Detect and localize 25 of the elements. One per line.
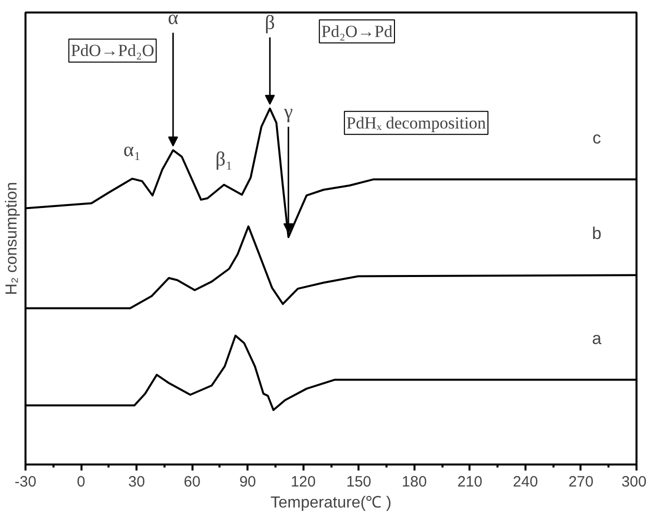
annotation: β bbox=[264, 12, 275, 34]
text: Pd₂O→Pd bbox=[321, 22, 393, 41]
x-tick-label: 240 bbox=[512, 474, 538, 490]
series-label: b bbox=[592, 224, 602, 244]
x-tick-label: 90 bbox=[239, 474, 256, 490]
series-label: a bbox=[592, 328, 602, 348]
y-axis-title: H₂ consumption bbox=[4, 182, 20, 295]
x-tick-label: 120 bbox=[290, 474, 316, 490]
annotation: α₁ bbox=[123, 138, 141, 161]
annotation: PdHₓ decomposition bbox=[346, 113, 486, 132]
x-tick-label: 180 bbox=[402, 474, 427, 490]
x-tick-label: 300 bbox=[621, 474, 646, 490]
x-tick-label: 60 bbox=[184, 474, 200, 490]
x-tick-label: 0 bbox=[76, 474, 86, 490]
annotation: γ bbox=[282, 101, 293, 124]
x-tick-label: 270 bbox=[568, 474, 594, 490]
text: PdO→Pd₂O bbox=[70, 41, 154, 60]
series-label: c bbox=[592, 128, 602, 148]
annotation: α bbox=[168, 7, 179, 30]
x-tick-label: 30 bbox=[128, 474, 145, 490]
x-tick-label: 210 bbox=[457, 474, 482, 490]
x-tick-label: -30 bbox=[14, 474, 36, 490]
x-axis-title: Temperature(℃ ) bbox=[270, 494, 392, 512]
x-tick-label: 150 bbox=[346, 474, 372, 490]
annotation: β₁ bbox=[215, 148, 233, 171]
